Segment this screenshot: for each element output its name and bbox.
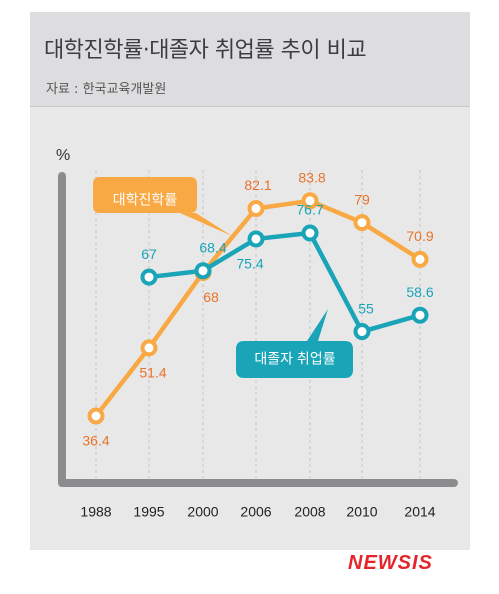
x-tick-1988: 1988 bbox=[80, 504, 111, 520]
legend-label-employment-rate: 대졸자 취업률 bbox=[254, 351, 335, 367]
point-employment-2006 bbox=[247, 230, 265, 248]
x-tick-2010: 2010 bbox=[346, 504, 377, 520]
callout-bubble-college-entry-rate bbox=[93, 177, 232, 236]
point-employment-2000 bbox=[194, 262, 212, 280]
value-label-college-entry-2014: 70.9 bbox=[406, 228, 433, 244]
value-label-college-entry-2000: 68 bbox=[203, 289, 219, 305]
legend-label-college-entry-rate: 대학진학률 bbox=[113, 192, 178, 208]
value-label-college-entry-2008: 83.8 bbox=[298, 170, 325, 186]
x-tick-2006: 2006 bbox=[240, 504, 271, 520]
value-label-employment-2010: 55 bbox=[358, 300, 374, 316]
infographic-frame: 대학진학률·대졸자 취업률 추이 비교 자료 : 한국교육개발원 bbox=[30, 12, 470, 550]
y-axis-unit: % bbox=[56, 147, 70, 164]
value-label-college-entry-2006: 82.1 bbox=[244, 177, 271, 193]
axis-line bbox=[58, 172, 458, 487]
point-college-entry-2006 bbox=[247, 200, 265, 218]
header-band: 대학진학률·대졸자 취업률 추이 비교 자료 : 한국교육개발원 bbox=[30, 12, 470, 107]
value-labels: 36.4 51.4 68 82.1 83.8 79 70.9 67 68.4 75.4 76.7 55… bbox=[82, 170, 433, 449]
point-college-entry-2010 bbox=[353, 214, 371, 232]
point-college-entry-1995 bbox=[140, 339, 158, 357]
point-employment-2008 bbox=[301, 224, 319, 242]
point-employment-1995 bbox=[140, 268, 158, 286]
series-points bbox=[87, 192, 429, 425]
source-note: 자료 : 한국교육개발원 bbox=[46, 82, 167, 97]
newsis-logo: NEWSIS bbox=[348, 552, 433, 574]
point-employment-2010 bbox=[353, 323, 371, 341]
axes: % bbox=[56, 147, 458, 487]
point-college-entry-2014 bbox=[411, 250, 429, 268]
point-college-entry-1988 bbox=[87, 407, 105, 425]
value-label-employment-1995: 67 bbox=[141, 246, 157, 262]
x-tick-2014: 2014 bbox=[404, 504, 435, 520]
chart-title: 대학진학률·대졸자 취업률 추이 비교 bbox=[44, 38, 367, 63]
value-label-college-entry-2010: 79 bbox=[354, 191, 370, 207]
x-tick-2000: 2000 bbox=[187, 504, 218, 520]
x-tick-labels: 1988 1995 2000 2006 2008 2010 2014 bbox=[80, 504, 435, 520]
callout-bubble-employment-rate bbox=[236, 309, 353, 378]
value-label-employment-2006: 75.4 bbox=[236, 256, 263, 272]
point-employment-2014 bbox=[411, 306, 429, 324]
x-tick-1995: 1995 bbox=[133, 504, 164, 520]
value-label-college-entry-1995: 51.4 bbox=[139, 365, 166, 381]
point-college-entry-2008 bbox=[301, 192, 319, 210]
value-label-employment-2008: 76.7 bbox=[296, 202, 323, 218]
x-tick-2008: 2008 bbox=[294, 504, 325, 520]
value-label-employment-2000: 68.4 bbox=[199, 239, 226, 255]
value-label-employment-2014: 58.6 bbox=[406, 284, 433, 300]
series-line-employment-rate bbox=[148, 230, 421, 334]
value-label-college-entry-1988: 36.4 bbox=[82, 433, 109, 449]
